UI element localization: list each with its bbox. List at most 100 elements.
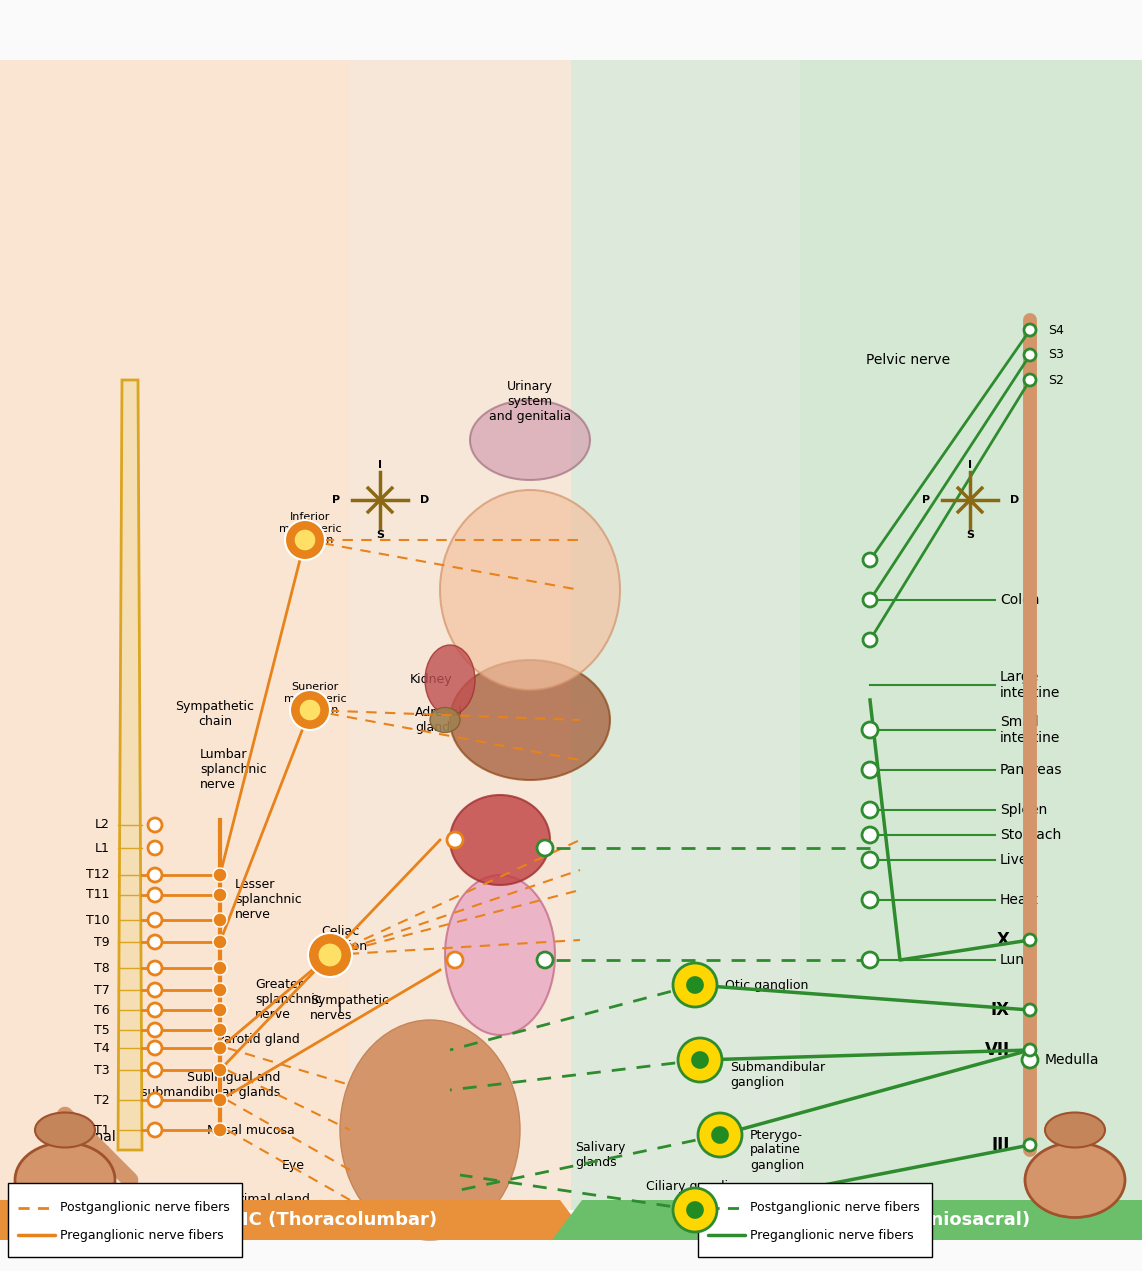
- Circle shape: [863, 633, 877, 647]
- Circle shape: [214, 1023, 227, 1037]
- Text: Large
intestine: Large intestine: [1000, 670, 1061, 700]
- Ellipse shape: [1026, 1143, 1125, 1218]
- FancyBboxPatch shape: [698, 1183, 932, 1257]
- Text: Small
intestine: Small intestine: [1000, 714, 1061, 745]
- Circle shape: [862, 852, 878, 868]
- Circle shape: [299, 699, 321, 721]
- Circle shape: [148, 1003, 162, 1017]
- Text: Superior
mesenteric
ganglion: Superior mesenteric ganglion: [283, 683, 346, 716]
- Text: T7: T7: [95, 984, 110, 996]
- Circle shape: [690, 1050, 710, 1070]
- Circle shape: [148, 913, 162, 927]
- Ellipse shape: [471, 400, 590, 480]
- Text: Colon: Colon: [1000, 594, 1039, 608]
- Circle shape: [710, 1125, 730, 1145]
- Circle shape: [214, 888, 227, 902]
- Text: Lacrimal gland: Lacrimal gland: [217, 1193, 309, 1206]
- Circle shape: [214, 1063, 227, 1077]
- Text: Sublingual and
submandibular glands: Sublingual and submandibular glands: [140, 1071, 280, 1099]
- Circle shape: [537, 952, 553, 969]
- Text: PARASYMPATHETIC (Craniosacral): PARASYMPATHETIC (Craniosacral): [690, 1211, 1030, 1229]
- Circle shape: [863, 594, 877, 608]
- Text: T3: T3: [95, 1064, 110, 1077]
- Circle shape: [673, 1188, 717, 1232]
- Text: Postganglionic nerve fibers: Postganglionic nerve fibers: [750, 1201, 919, 1215]
- Text: III: III: [991, 1136, 1010, 1154]
- Text: SYMPATHETIC (Thoracolumbar): SYMPATHETIC (Thoracolumbar): [122, 1211, 437, 1229]
- Text: IX: IX: [991, 1002, 1010, 1019]
- Text: Parotid gland: Parotid gland: [217, 1033, 300, 1046]
- Circle shape: [678, 1038, 722, 1082]
- Text: Inferior
mesenteric
ganglion: Inferior mesenteric ganglion: [279, 512, 341, 545]
- Text: X: X: [997, 930, 1010, 949]
- Text: T8: T8: [95, 961, 110, 975]
- Circle shape: [214, 868, 227, 882]
- Text: Submandibular
ganglion: Submandibular ganglion: [730, 1061, 826, 1089]
- Text: Spinal
cord: Spinal cord: [73, 1130, 116, 1160]
- Text: D: D: [420, 494, 429, 505]
- Circle shape: [148, 841, 162, 855]
- Text: S2: S2: [1048, 374, 1064, 386]
- Circle shape: [698, 1113, 742, 1157]
- Text: P: P: [922, 494, 930, 505]
- Circle shape: [447, 952, 463, 969]
- Circle shape: [214, 1093, 227, 1107]
- Text: I: I: [968, 460, 972, 470]
- Circle shape: [862, 802, 878, 819]
- Text: S4: S4: [1048, 324, 1064, 337]
- Text: Lumbar
splanchnic
nerve: Lumbar splanchnic nerve: [200, 749, 267, 792]
- Polygon shape: [0, 60, 571, 1200]
- Text: Preganglionic nerve fibers: Preganglionic nerve fibers: [750, 1229, 914, 1242]
- Text: T1: T1: [95, 1124, 110, 1136]
- Text: Liver: Liver: [1000, 853, 1035, 867]
- Circle shape: [537, 840, 553, 855]
- Circle shape: [308, 933, 352, 977]
- Circle shape: [1024, 1043, 1036, 1056]
- Circle shape: [148, 1023, 162, 1037]
- Text: Heart: Heart: [1000, 894, 1039, 907]
- Circle shape: [214, 935, 227, 949]
- Text: S: S: [966, 530, 974, 540]
- Text: T12: T12: [87, 868, 110, 882]
- Circle shape: [214, 1041, 227, 1055]
- Circle shape: [148, 868, 162, 882]
- Circle shape: [148, 1124, 162, 1138]
- Ellipse shape: [450, 794, 550, 885]
- Circle shape: [863, 553, 877, 567]
- Text: Urinary
system
and genitalia: Urinary system and genitalia: [489, 380, 571, 423]
- Circle shape: [862, 763, 878, 778]
- Circle shape: [214, 961, 227, 975]
- Circle shape: [214, 913, 227, 927]
- Ellipse shape: [340, 1021, 520, 1240]
- Text: Salivary
glands: Salivary glands: [576, 1141, 626, 1169]
- Circle shape: [286, 520, 325, 561]
- Text: Pterygo-
palatine
ganglion: Pterygo- palatine ganglion: [750, 1129, 804, 1172]
- Text: Nasal mucosa: Nasal mucosa: [207, 1124, 295, 1136]
- Polygon shape: [118, 380, 142, 1150]
- Text: T2: T2: [95, 1093, 110, 1107]
- Circle shape: [148, 935, 162, 949]
- Text: Ciliary ganglion: Ciliary ganglion: [646, 1179, 743, 1193]
- Circle shape: [1024, 1004, 1036, 1016]
- Circle shape: [214, 1003, 227, 1017]
- Circle shape: [214, 982, 227, 996]
- Circle shape: [1022, 1052, 1038, 1068]
- Polygon shape: [349, 60, 801, 1200]
- Circle shape: [317, 943, 343, 967]
- Ellipse shape: [35, 1112, 95, 1148]
- Text: Otic ganglion: Otic ganglion: [725, 979, 809, 991]
- Text: VII: VII: [984, 1041, 1010, 1059]
- Text: Adrenal
gland: Adrenal gland: [415, 705, 463, 733]
- Polygon shape: [552, 1200, 1142, 1240]
- Circle shape: [148, 982, 162, 996]
- Circle shape: [685, 975, 705, 995]
- Text: S: S: [376, 530, 384, 540]
- Text: I: I: [378, 460, 383, 470]
- Bar: [0, 60, 571, 1210]
- Text: D: D: [1010, 494, 1020, 505]
- Circle shape: [290, 690, 330, 730]
- Circle shape: [685, 1200, 705, 1220]
- Text: T11: T11: [87, 888, 110, 901]
- Ellipse shape: [450, 660, 610, 780]
- Circle shape: [148, 961, 162, 975]
